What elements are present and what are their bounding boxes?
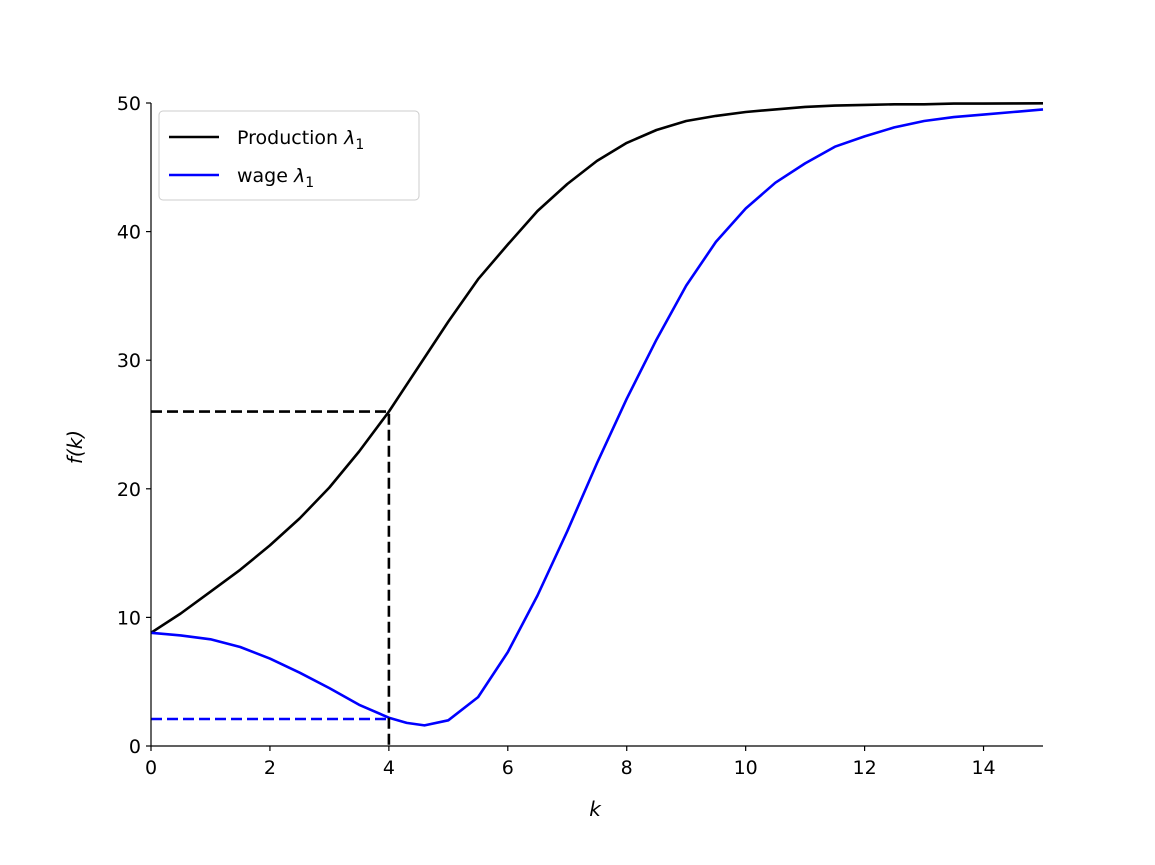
x-axis-label: k (589, 797, 602, 821)
legend-label: Production λ1 (237, 127, 364, 153)
y-tick-label: 20 (117, 479, 141, 501)
x-tick-label: 6 (502, 757, 514, 779)
legend-subscript: 1 (355, 137, 364, 153)
y-tick-label: 40 (117, 222, 141, 244)
legend-symbol: λ (293, 165, 305, 187)
x-tick-label: 4 (383, 757, 395, 779)
legend-label: wage λ1 (237, 165, 314, 191)
x-tick-label: 14 (971, 757, 995, 779)
y-tick-label: 30 (117, 350, 141, 372)
x-tick-label: 2 (264, 757, 276, 779)
x-tick-label: 0 (145, 757, 157, 779)
legend-symbol: λ (343, 127, 355, 149)
series-line-production-1 (150, 102, 1044, 634)
x-tick-label: 12 (853, 757, 877, 779)
ticks: 0 2 4 6 8 10 12 14 0 10 20 30 40 50 (117, 93, 996, 779)
legend-frame (158, 110, 420, 201)
y-tick-label: 10 (117, 607, 141, 629)
y-tick-label: 50 (117, 93, 141, 115)
legend-subscript: 1 (305, 175, 314, 191)
y-axis-label: f(k) (63, 430, 87, 464)
axes (150, 103, 1043, 747)
x-tick-label: 8 (621, 757, 633, 779)
legend: Production λ1 wage λ1 (158, 110, 420, 201)
series-layer (150, 102, 1044, 746)
x-tick-label: 10 (734, 757, 758, 779)
series-line-wage-1 (150, 108, 1044, 727)
y-tick-label: 0 (129, 736, 141, 758)
dashed-guide-2 (151, 410, 391, 746)
